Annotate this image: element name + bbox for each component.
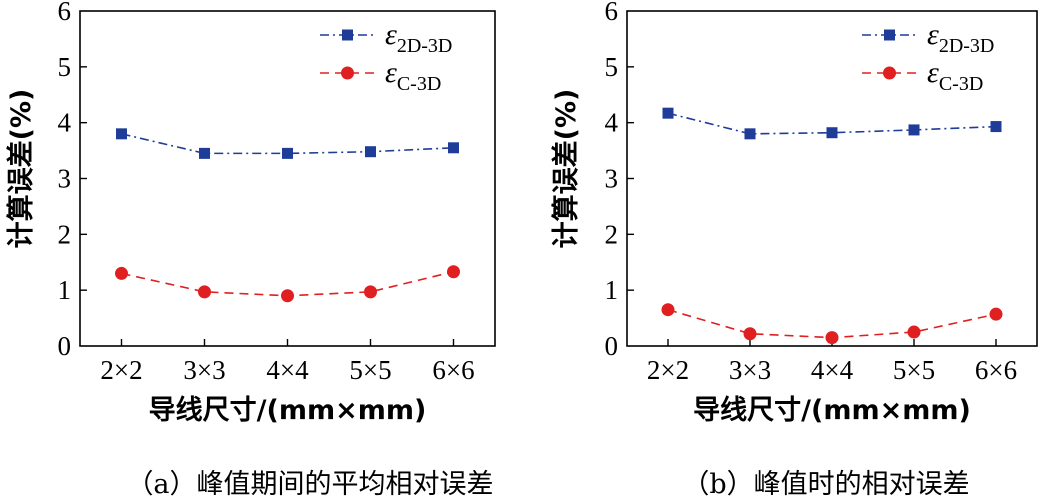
y-tick-label: 2 — [58, 219, 72, 249]
legend-symbol: ε — [927, 18, 939, 51]
y-tick-label: 5 — [605, 52, 619, 82]
legend-entry: ε2D-3D — [927, 18, 994, 57]
data-point — [198, 285, 211, 299]
data-point — [448, 142, 459, 154]
legend-subscript: 2D-3D — [397, 35, 453, 57]
x-tick-label: 6×6 — [975, 355, 1017, 385]
data-point — [744, 128, 756, 140]
data-point — [907, 325, 921, 339]
legend-entry: εC-3D — [385, 56, 441, 95]
legend-subscript: 2D-3D — [939, 35, 995, 57]
data-point — [989, 307, 1003, 321]
y-axis-label: 计算误差(%) — [550, 89, 582, 249]
x-tick-label: 4×4 — [266, 355, 309, 385]
x-tick-label: 2×2 — [647, 355, 689, 385]
y-tick-label: 0 — [605, 331, 619, 361]
data-point — [908, 124, 920, 136]
legend-marker — [883, 66, 896, 80]
y-tick-label: 0 — [58, 331, 72, 361]
y-tick-label: 6 — [605, 0, 619, 26]
data-point — [990, 121, 1002, 133]
plot-frame — [626, 10, 1038, 347]
x-tick-label: 4×4 — [811, 355, 854, 385]
y-tick-label: 3 — [58, 164, 72, 194]
y-tick-label: 6 — [58, 0, 72, 26]
data-point — [662, 107, 674, 119]
data-point — [825, 331, 839, 345]
x-tick-label: 5×5 — [893, 355, 935, 385]
data-point — [199, 147, 210, 159]
panel-caption: （b）峰值时的相对误差 — [682, 469, 969, 500]
y-tick-label: 1 — [605, 275, 619, 305]
data-point — [826, 127, 838, 139]
y-tick-label: 4 — [58, 108, 72, 138]
data-point — [282, 147, 293, 159]
y-tick-label: 5 — [58, 52, 72, 82]
y-tick-label: 4 — [605, 108, 619, 138]
x-tick-label: 2×2 — [100, 355, 142, 385]
data-point — [364, 285, 377, 299]
y-tick-label: 1 — [58, 275, 72, 305]
legend-subscript: C-3D — [397, 73, 441, 95]
legend-marker — [884, 29, 895, 41]
y-tick-label: 3 — [605, 164, 619, 194]
x-tick-label: 5×5 — [349, 355, 391, 385]
legend-symbol: ε — [385, 56, 397, 89]
legend-entry: εC-3D — [927, 56, 983, 95]
data-point — [281, 289, 294, 303]
y-axis-label: 计算误差(%) — [5, 89, 37, 249]
data-point — [116, 128, 127, 140]
x-axis-label: 导线尺寸/(mm×mm) — [149, 395, 427, 426]
legend-symbol: ε — [385, 18, 397, 51]
x-tick-label: 3×3 — [729, 355, 771, 385]
panel-caption: （a）峰值期间的平均相对误差 — [126, 469, 493, 500]
legend-subscript: C-3D — [939, 73, 983, 95]
x-axis-label: 导线尺寸/(mm×mm) — [693, 395, 971, 426]
data-point — [661, 303, 675, 317]
x-tick-label: 3×3 — [183, 355, 225, 385]
legend-marker — [342, 29, 353, 41]
legend-marker — [341, 66, 354, 80]
data-point — [447, 265, 460, 279]
y-tick-label: 2 — [605, 219, 619, 249]
legend-entry: ε2D-3D — [385, 18, 452, 57]
data-point — [365, 146, 376, 158]
x-tick-label: 6×6 — [432, 355, 474, 385]
data-point — [743, 327, 757, 341]
data-point — [115, 266, 128, 280]
legend-symbol: ε — [927, 56, 939, 89]
